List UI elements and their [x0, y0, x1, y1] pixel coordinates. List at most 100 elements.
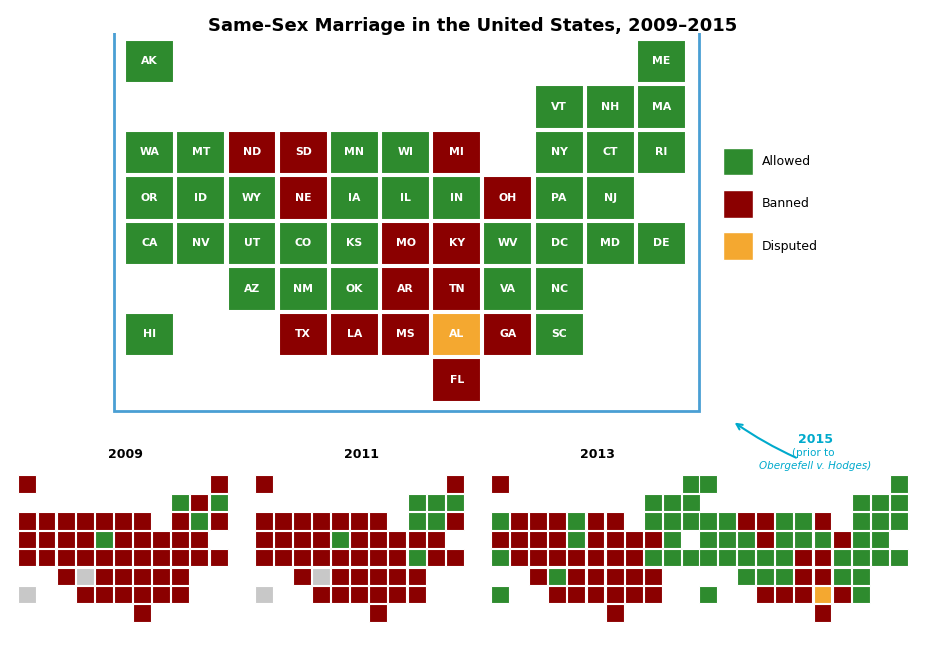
FancyBboxPatch shape [369, 605, 387, 622]
FancyBboxPatch shape [529, 568, 547, 585]
Text: MD: MD [599, 238, 619, 249]
FancyBboxPatch shape [114, 530, 132, 548]
Text: ID: ID [194, 193, 207, 203]
FancyBboxPatch shape [851, 549, 868, 566]
FancyBboxPatch shape [636, 221, 685, 265]
FancyBboxPatch shape [38, 512, 56, 530]
FancyBboxPatch shape [152, 530, 170, 548]
FancyBboxPatch shape [369, 530, 387, 548]
FancyBboxPatch shape [483, 312, 531, 356]
FancyBboxPatch shape [329, 221, 379, 265]
FancyBboxPatch shape [18, 512, 36, 530]
FancyBboxPatch shape [152, 549, 170, 566]
FancyBboxPatch shape [510, 549, 528, 566]
Text: IL: IL [399, 193, 411, 203]
Text: FL: FL [449, 375, 464, 385]
Text: SC: SC [550, 330, 566, 339]
FancyBboxPatch shape [682, 494, 700, 511]
FancyBboxPatch shape [293, 568, 311, 585]
FancyBboxPatch shape [380, 221, 430, 265]
Text: NC: NC [550, 284, 567, 294]
FancyBboxPatch shape [698, 586, 716, 603]
FancyBboxPatch shape [114, 568, 132, 585]
FancyBboxPatch shape [94, 512, 112, 530]
FancyBboxPatch shape [636, 131, 685, 174]
FancyBboxPatch shape [698, 512, 716, 530]
Text: IA: IA [347, 193, 361, 203]
FancyBboxPatch shape [636, 85, 685, 129]
FancyBboxPatch shape [350, 530, 368, 548]
FancyBboxPatch shape [490, 512, 508, 530]
FancyBboxPatch shape [210, 512, 228, 530]
Text: ME: ME [651, 56, 670, 66]
FancyBboxPatch shape [870, 530, 888, 548]
FancyBboxPatch shape [369, 512, 387, 530]
FancyBboxPatch shape [312, 568, 329, 585]
FancyBboxPatch shape [566, 530, 584, 548]
Text: MA: MA [651, 102, 670, 112]
FancyBboxPatch shape [794, 568, 812, 585]
FancyBboxPatch shape [38, 530, 56, 548]
Text: OR: OR [141, 193, 159, 203]
FancyBboxPatch shape [293, 549, 311, 566]
FancyBboxPatch shape [510, 530, 528, 548]
FancyBboxPatch shape [254, 549, 272, 566]
FancyBboxPatch shape [586, 512, 604, 530]
FancyBboxPatch shape [369, 568, 387, 585]
Text: NE: NE [295, 193, 312, 203]
Text: IN: IN [449, 193, 463, 203]
Text: 2009: 2009 [108, 448, 143, 461]
FancyBboxPatch shape [774, 512, 792, 530]
FancyBboxPatch shape [57, 549, 75, 566]
FancyBboxPatch shape [851, 512, 868, 530]
FancyBboxPatch shape [171, 568, 189, 585]
Text: 2011: 2011 [344, 448, 379, 461]
FancyBboxPatch shape [312, 512, 329, 530]
FancyBboxPatch shape [605, 512, 623, 530]
FancyBboxPatch shape [774, 568, 792, 585]
FancyBboxPatch shape [350, 512, 368, 530]
FancyBboxPatch shape [76, 549, 93, 566]
FancyBboxPatch shape [548, 568, 565, 585]
FancyBboxPatch shape [870, 512, 888, 530]
FancyBboxPatch shape [274, 549, 292, 566]
FancyBboxPatch shape [369, 549, 387, 566]
FancyBboxPatch shape [254, 586, 272, 603]
FancyBboxPatch shape [133, 549, 151, 566]
FancyBboxPatch shape [446, 494, 464, 511]
FancyBboxPatch shape [369, 586, 387, 603]
FancyBboxPatch shape [698, 530, 716, 548]
Text: DE: DE [652, 238, 669, 249]
FancyBboxPatch shape [755, 586, 773, 603]
FancyBboxPatch shape [210, 494, 228, 511]
FancyBboxPatch shape [794, 512, 812, 530]
FancyBboxPatch shape [171, 512, 189, 530]
FancyBboxPatch shape [794, 586, 812, 603]
Text: MS: MS [396, 330, 414, 339]
FancyBboxPatch shape [431, 221, 480, 265]
FancyBboxPatch shape [380, 267, 430, 310]
FancyBboxPatch shape [312, 586, 329, 603]
Text: RI: RI [654, 147, 667, 157]
FancyBboxPatch shape [407, 586, 425, 603]
FancyBboxPatch shape [228, 176, 277, 219]
FancyBboxPatch shape [330, 586, 348, 603]
FancyBboxPatch shape [586, 530, 604, 548]
Text: WV: WV [497, 238, 517, 249]
FancyBboxPatch shape [330, 568, 348, 585]
FancyBboxPatch shape [534, 221, 583, 265]
FancyBboxPatch shape [663, 512, 681, 530]
FancyBboxPatch shape [171, 530, 189, 548]
FancyBboxPatch shape [76, 586, 93, 603]
FancyBboxPatch shape [274, 530, 292, 548]
FancyBboxPatch shape [133, 586, 151, 603]
FancyBboxPatch shape [643, 494, 661, 511]
FancyBboxPatch shape [254, 512, 272, 530]
FancyBboxPatch shape [490, 586, 508, 603]
FancyBboxPatch shape [624, 549, 642, 566]
FancyBboxPatch shape [350, 568, 368, 585]
FancyBboxPatch shape [774, 586, 792, 603]
FancyBboxPatch shape [813, 549, 831, 566]
FancyBboxPatch shape [722, 233, 752, 260]
FancyBboxPatch shape [534, 267, 583, 310]
